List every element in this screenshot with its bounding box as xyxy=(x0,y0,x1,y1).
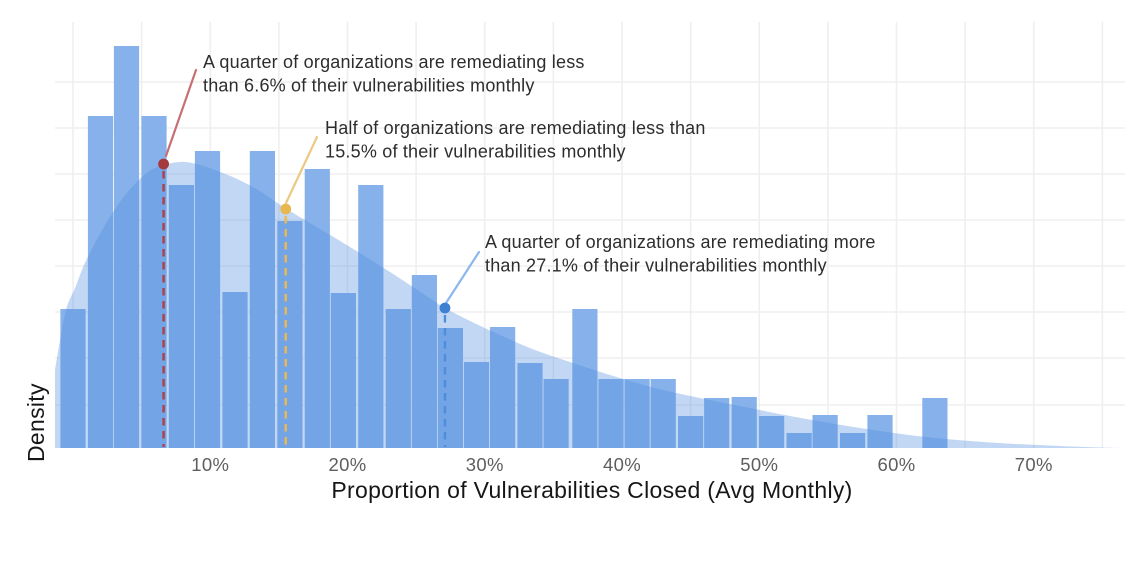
x-tick-label-10pct: 10% xyxy=(191,454,229,475)
histogram-bar xyxy=(840,433,866,448)
histogram-bar xyxy=(113,46,140,448)
histogram-bar xyxy=(867,415,893,448)
annotation-connector-q25 xyxy=(164,68,198,158)
histogram-bar xyxy=(222,292,248,448)
histogram-bar xyxy=(358,185,384,448)
annotations-layer: A quarter of organizations are remediati… xyxy=(203,52,876,276)
histogram-bar xyxy=(624,379,650,448)
histogram-bar xyxy=(437,328,463,448)
histogram-bar xyxy=(277,221,303,448)
histogram-bar xyxy=(168,185,194,448)
annotation-text-q50-line1: Half of organizations are remediating le… xyxy=(325,118,706,138)
x-axis-title: Proportion of Vulnerabilities Closed (Av… xyxy=(331,477,852,503)
histogram-bar xyxy=(731,397,757,448)
histogram-bar xyxy=(194,151,221,448)
x-tick-label-30pct: 30% xyxy=(466,454,504,475)
histogram-bar xyxy=(812,415,838,448)
histogram-bar xyxy=(411,275,437,448)
histogram-bar xyxy=(517,363,543,448)
quantile-markers-layer xyxy=(158,68,481,447)
histogram-bar xyxy=(786,433,812,448)
histogram-bar xyxy=(598,379,624,448)
histogram-bar xyxy=(304,169,330,448)
annotation-text-q25-line2: than 6.6% of their vulnerabilities month… xyxy=(203,76,535,96)
quantile-dot-q25 xyxy=(158,158,169,170)
histogram-bar xyxy=(60,309,86,448)
histogram-bar xyxy=(704,398,730,448)
x-tick-label-40pct: 40% xyxy=(603,454,641,475)
quantile-dot-q75 xyxy=(439,302,451,314)
x-axis-tick-labels: 10% 20% 30% 40% 50% 60% 70% xyxy=(191,454,1052,475)
histogram-bar xyxy=(87,116,114,448)
histogram-bar xyxy=(330,293,356,448)
annotation-text-q50-line2: 15.5% of their vulnerabilities monthly xyxy=(325,142,626,162)
quantile-dot-q50 xyxy=(280,203,292,215)
histogram-bar xyxy=(543,379,569,448)
annotation-text-q75-line2: than 27.1% of their vulnerabilities mont… xyxy=(485,256,827,276)
histogram-bar xyxy=(490,327,516,448)
annotation-connector-q50 xyxy=(284,135,319,205)
histogram-bar xyxy=(678,416,704,448)
histogram-bar xyxy=(249,151,275,448)
histogram-bar xyxy=(463,362,490,448)
x-tick-label-70pct: 70% xyxy=(1015,454,1053,475)
histogram-bar xyxy=(650,379,676,448)
y-axis-title: Density xyxy=(23,383,49,462)
x-tick-label-50pct: 50% xyxy=(740,454,778,475)
histogram-bar xyxy=(572,309,598,448)
histogram-bar xyxy=(922,398,948,448)
annotation-connector-q75 xyxy=(444,250,481,305)
annotation-text-q25-line1: A quarter of organizations are remediati… xyxy=(203,52,585,72)
x-tick-label-60pct: 60% xyxy=(878,454,916,475)
histogram-bar xyxy=(385,309,411,448)
density-area xyxy=(55,161,1122,448)
grid-layer xyxy=(55,22,1125,448)
histogram-bars-layer xyxy=(60,46,948,448)
histogram-bar xyxy=(759,416,785,448)
x-tick-label-20pct: 20% xyxy=(329,454,367,475)
annotation-text-q75-line1: A quarter of organizations are remediati… xyxy=(485,232,876,252)
